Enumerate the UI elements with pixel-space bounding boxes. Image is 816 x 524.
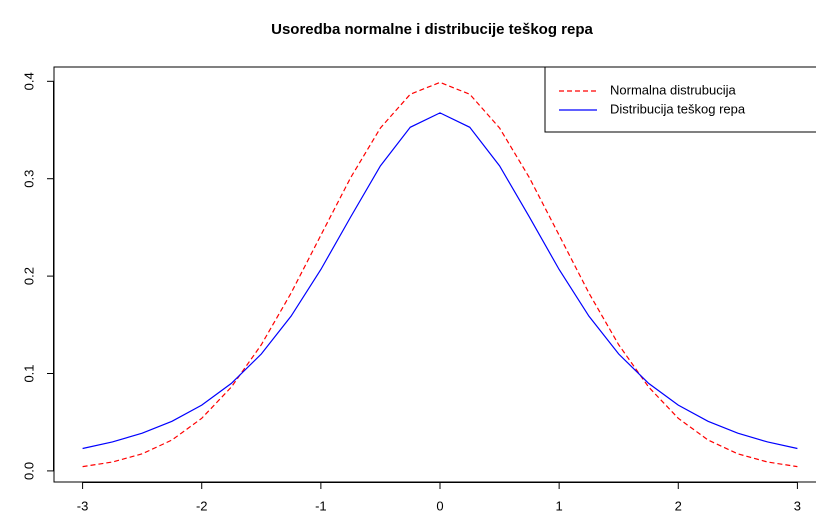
x-tick-label: 3 <box>794 498 801 513</box>
x-tick-label: 0 <box>436 498 443 513</box>
x-tick-label: 2 <box>675 498 682 513</box>
legend-box <box>544 66 816 133</box>
x-tick-label: -3 <box>77 498 89 513</box>
x-tick-label: -1 <box>315 498 327 513</box>
y-tick-label: 0.3 <box>21 170 36 188</box>
legend-label: Normalna distrubucija <box>610 82 736 97</box>
x-tick-label: 1 <box>556 498 563 513</box>
y-tick-label: 0.1 <box>21 364 36 382</box>
chart-title: Usoredba normalne i distribucije teškog … <box>271 21 593 38</box>
series-line <box>82 81 798 468</box>
y-tick-label: 0.4 <box>21 72 36 90</box>
y-tick-label: 0.2 <box>21 267 36 285</box>
legend-label: Distribucija teškog repa <box>610 101 746 116</box>
x-tick-label: -2 <box>196 498 208 513</box>
series-line <box>82 112 798 450</box>
y-tick-label: 0.0 <box>21 462 36 480</box>
